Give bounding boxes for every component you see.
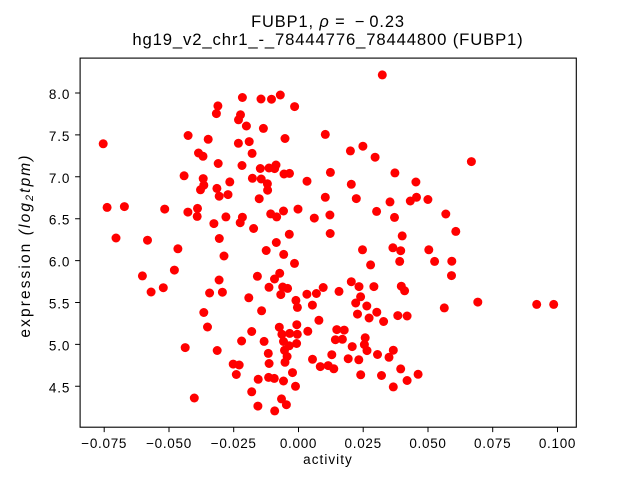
svg-text:−0.025: −0.025 [211,436,257,451]
svg-text:−0.075: −0.075 [81,436,127,451]
svg-text:7.5: 7.5 [49,129,70,144]
svg-text:0.025: 0.025 [345,436,382,451]
svg-text:expression (log2tpm): expression (log2tpm) [17,153,36,337]
svg-text:5.5: 5.5 [49,297,70,312]
svg-text:0.000: 0.000 [280,436,317,451]
svg-text:0.100: 0.100 [539,436,576,451]
svg-text:hg19_v2_chr1_-_78444776_784448: hg19_v2_chr1_-_78444776_78444800 (FUBP1) [132,30,523,49]
svg-text:0.075: 0.075 [474,436,511,451]
svg-text:7.0: 7.0 [49,171,70,186]
svg-text:6.0: 6.0 [49,255,70,270]
svg-text:activity: activity [303,452,353,467]
svg-text:5.0: 5.0 [49,338,70,353]
svg-text:0.050: 0.050 [409,436,446,451]
svg-text:−0.050: −0.050 [146,436,192,451]
svg-text:6.5: 6.5 [49,213,70,228]
svg-text:8.0: 8.0 [49,87,70,102]
svg-text:4.5: 4.5 [49,380,70,395]
svg-text:FUBP1, ρ = − 0.23: FUBP1, ρ = − 0.23 [251,13,405,31]
